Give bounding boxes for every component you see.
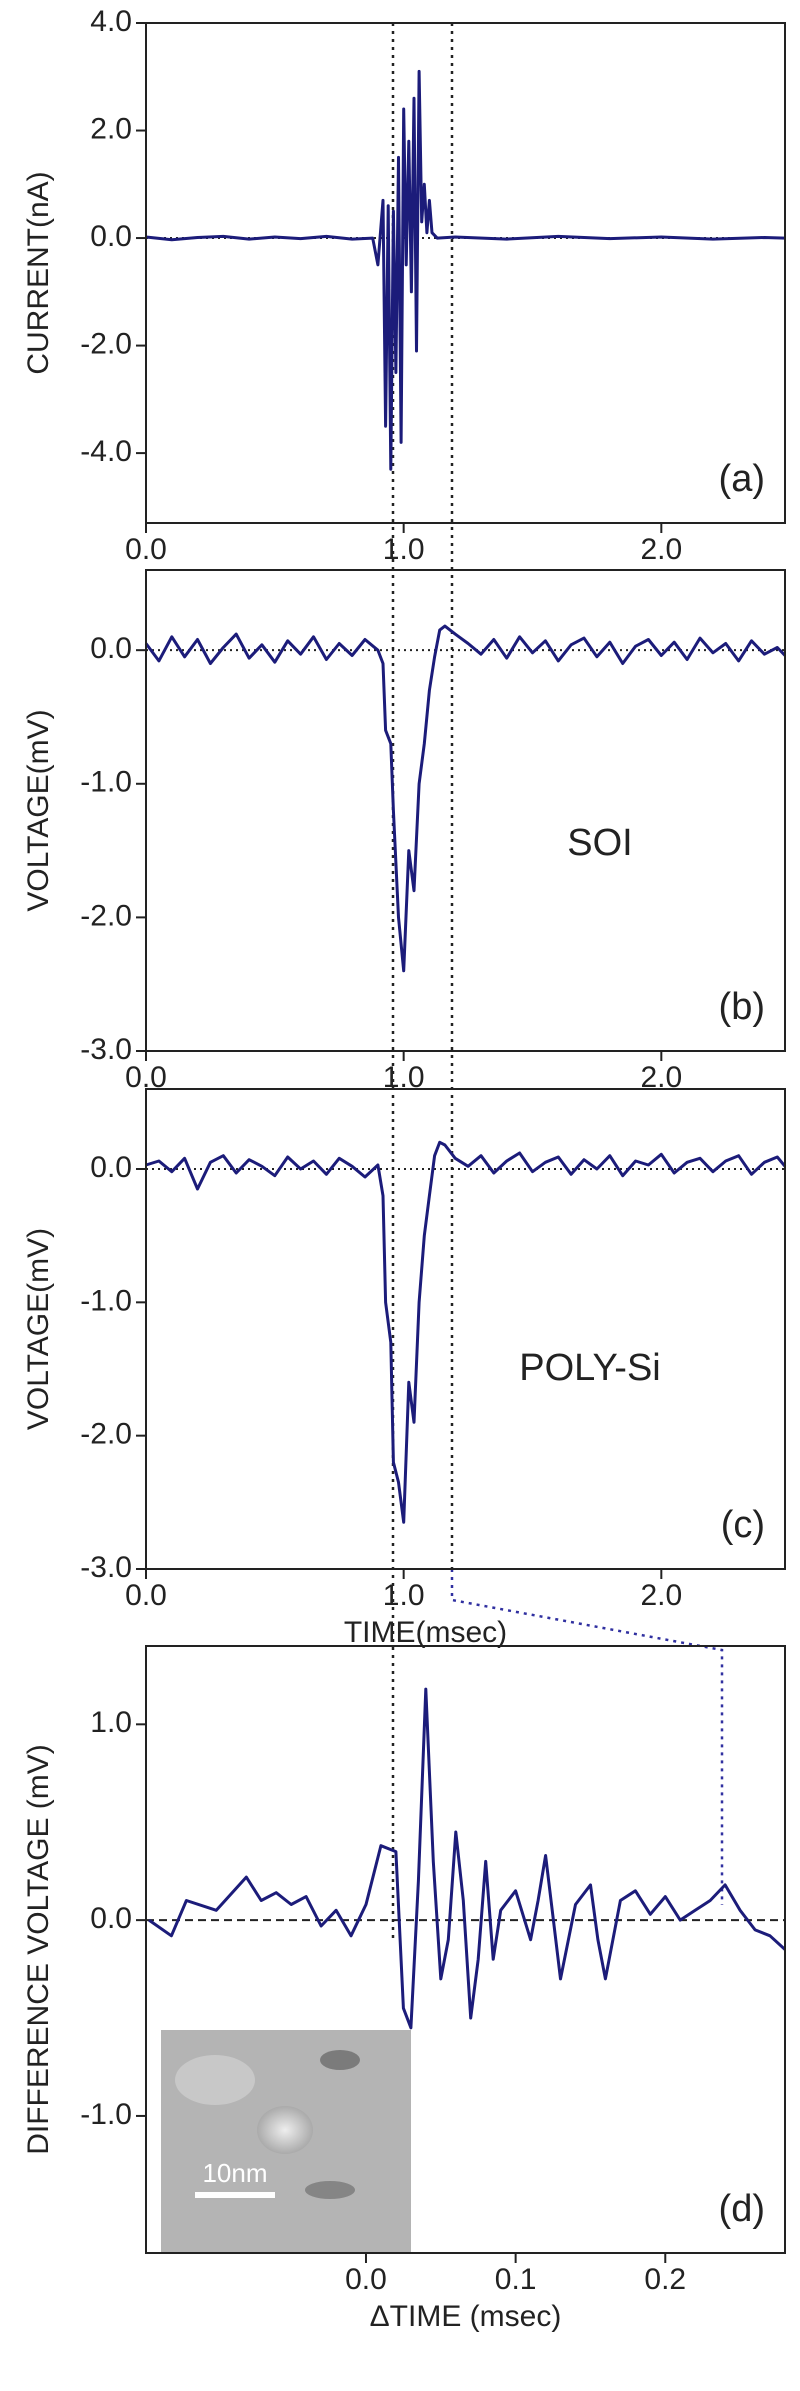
plot-frame	[145, 569, 786, 1052]
y-axis-label: VOLTAGE(mV)	[22, 709, 55, 911]
y-tick-label: -3.0	[80, 1551, 132, 1584]
x-tick-label: 1.0	[383, 1579, 425, 1612]
panel-label: (c)	[721, 1504, 765, 1546]
data-line	[145, 1140, 787, 1524]
inset-particle	[257, 2106, 313, 2154]
data-line	[144, 624, 787, 973]
x-axis-label: TIME(msec)	[344, 1616, 507, 1649]
y-axis-label: CURRENT(nA)	[22, 171, 55, 374]
y-tick-label: -2.0	[80, 328, 132, 361]
y-axis-label: VOLTAGE(mV)	[22, 1228, 55, 1430]
plot-frame	[145, 1645, 786, 2254]
panel-annotation: POLY-Si	[519, 1347, 661, 1389]
y-tick-label: 0.0	[90, 1902, 132, 1935]
x-tick-label: 0.0	[125, 1579, 167, 1612]
inset-image: 10nm	[161, 2030, 411, 2252]
x-tick-label: 0.0	[125, 533, 167, 566]
x-tick-label: 1.0	[383, 533, 425, 566]
x-tick-label: 2.0	[640, 533, 682, 566]
x-tick-label: 0.1	[495, 2263, 537, 2296]
panel-label: (a)	[719, 458, 765, 500]
y-axis-label: DIFFERENCE VOLTAGE (mV)	[22, 1744, 55, 2155]
data-line	[145, 69, 786, 471]
panel-label: (b)	[719, 986, 765, 1028]
scale-bar-label: 10nm	[202, 2158, 267, 2188]
scale-bar	[195, 2192, 275, 2198]
panel-label: (d)	[719, 2188, 765, 2230]
y-tick-label: 0.0	[90, 220, 132, 253]
y-tick-label: 0.0	[90, 632, 132, 665]
y-tick-label: -1.0	[80, 766, 132, 799]
inset-texture	[305, 2181, 355, 2199]
y-tick-label: -2.0	[80, 1418, 132, 1451]
guide-lines	[391, 23, 724, 1940]
x-tick-label: 2.0	[640, 1579, 682, 1612]
y-tick-label: -1.0	[80, 2098, 132, 2131]
data-line	[148, 1687, 787, 2030]
guide-line	[450, 1569, 724, 1905]
y-tick-label: 1.0	[90, 1706, 132, 1739]
y-tick-label: 2.0	[90, 112, 132, 145]
inset-texture	[175, 2055, 255, 2105]
x-axis-label: ΔTIME (msec)	[370, 2300, 562, 2333]
y-tick-label: -1.0	[80, 1284, 132, 1317]
y-tick-label: 0.0	[90, 1151, 132, 1184]
y-tick-label: -4.0	[80, 435, 132, 468]
plot-frame	[145, 1088, 786, 1570]
y-tick-label: -3.0	[80, 1033, 132, 1066]
inset-texture	[320, 2050, 360, 2070]
panel-annotation: SOI	[567, 822, 632, 864]
x-tick-label: 0.2	[644, 2263, 686, 2296]
plot-frame	[145, 22, 786, 524]
y-tick-label: 4.0	[90, 5, 132, 38]
y-tick-label: -2.0	[80, 899, 132, 932]
x-tick-label: 0.0	[345, 2263, 387, 2296]
